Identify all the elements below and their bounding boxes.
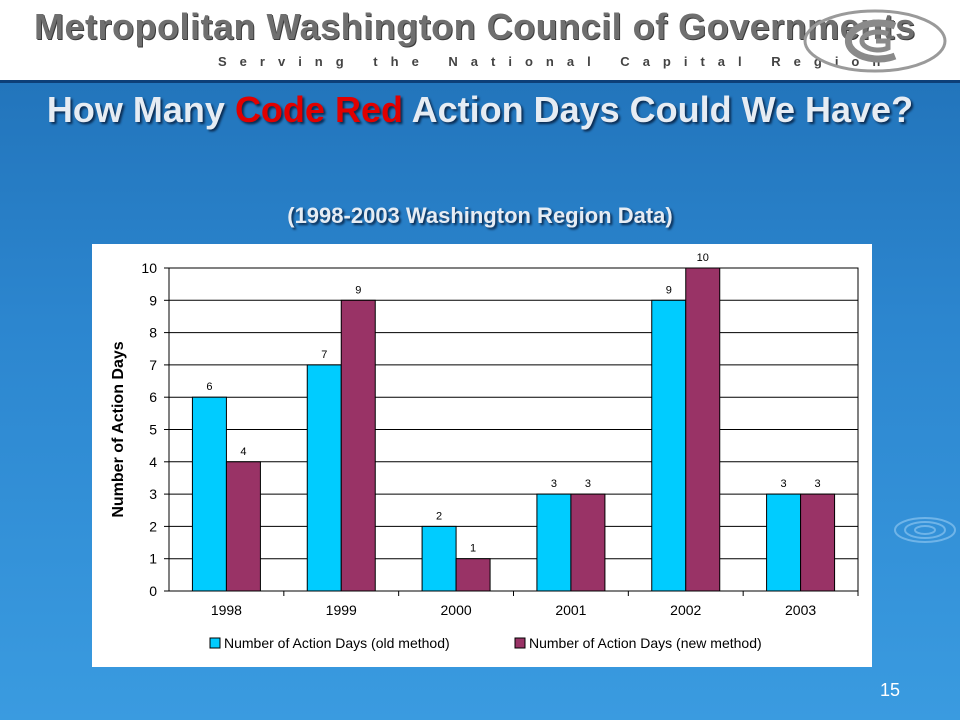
legend-label-old: Number of Action Days (old method) — [224, 635, 450, 651]
bar-old-1999 — [306, 364, 342, 592]
bar-new-2003 — [800, 493, 836, 592]
bar-data-label: 3 — [551, 478, 557, 490]
slide-number: 15 — [880, 680, 901, 700]
bar-data-label: 2 — [436, 510, 442, 522]
x-tick-label: 2001 — [555, 602, 586, 618]
y-axis-label: Number of Action Days — [110, 341, 127, 517]
y-tick-label: 2 — [149, 518, 157, 534]
chart-area: 0 1 2 3 4 5 6 7 8 9 10 6 4 1998 7 9 1999 2 1 2000 3 3 2001 9 10 2… — [92, 244, 872, 667]
y-tick-label: 10 — [141, 260, 157, 276]
bar-new-2001 — [570, 493, 606, 592]
legend-swatch-new — [514, 637, 526, 649]
bar-old-2001 — [536, 493, 572, 592]
water-ripple-decoration — [894, 517, 956, 543]
y-tick-label: 9 — [149, 292, 157, 308]
bar-data-label: 3 — [815, 478, 821, 490]
title-part-1: How Many — [46, 89, 235, 130]
bar-data-label: 7 — [321, 349, 327, 361]
x-tick-label: 2003 — [785, 602, 816, 618]
bar-data-label: 3 — [585, 478, 591, 490]
tagline: Serving the National Capital Region — [218, 54, 894, 69]
y-tick-label: 8 — [149, 325, 157, 341]
bar-data-label: 6 — [206, 381, 212, 393]
bar-new-1999 — [340, 299, 376, 592]
header-banner: Metropolitan Washington Council of Gover… — [0, 0, 960, 83]
x-tick-label: 2002 — [670, 602, 701, 618]
legend-label-new: Number of Action Days (new method) — [529, 635, 762, 651]
x-tick-label: 1999 — [326, 602, 357, 618]
y-tick-label: 0 — [149, 583, 157, 599]
x-tick-label: 2000 — [441, 602, 472, 618]
title-code-red: Code Red — [234, 89, 403, 130]
cog-logo-icon — [803, 9, 947, 73]
slide-title: How Many Code Red Action Days Could We H… — [0, 88, 960, 132]
bar-data-label: 3 — [781, 478, 787, 490]
org-name: Metropolitan Washington Council of Gover… — [34, 6, 916, 47]
bar-old-2002 — [651, 299, 687, 592]
bar-data-label: 9 — [666, 284, 672, 296]
bar-data-label: 4 — [240, 446, 246, 458]
bar-data-label: 9 — [355, 284, 361, 296]
y-tick-label: 1 — [149, 551, 157, 567]
y-tick-label: 7 — [149, 357, 157, 373]
bar-chart: 0 1 2 3 4 5 6 7 8 9 10 6 4 1998 7 9 1999 2 1 2000 3 3 2001 9 10 2… — [110, 252, 859, 651]
bar-old-1998 — [191, 396, 227, 592]
bar-data-label: 10 — [697, 252, 709, 264]
title-part-2: Action Days Could We Have? — [402, 89, 914, 130]
y-tick-label: 6 — [149, 389, 157, 405]
legend-swatch-old — [209, 637, 221, 649]
bar-old-2003 — [766, 493, 802, 592]
y-tick-label: 3 — [149, 486, 157, 502]
bar-data-label: 1 — [470, 543, 476, 555]
x-tick-label: 1998 — [211, 602, 242, 618]
bar-old-2000 — [421, 525, 457, 592]
y-tick-label: 5 — [149, 422, 157, 438]
bar-new-2000 — [455, 558, 491, 592]
slide-subtitle: (1998-2003 Washington Region Data) — [287, 203, 673, 228]
bar-new-1998 — [225, 461, 261, 592]
bar-new-2002 — [685, 267, 721, 592]
y-tick-label: 4 — [149, 454, 157, 470]
